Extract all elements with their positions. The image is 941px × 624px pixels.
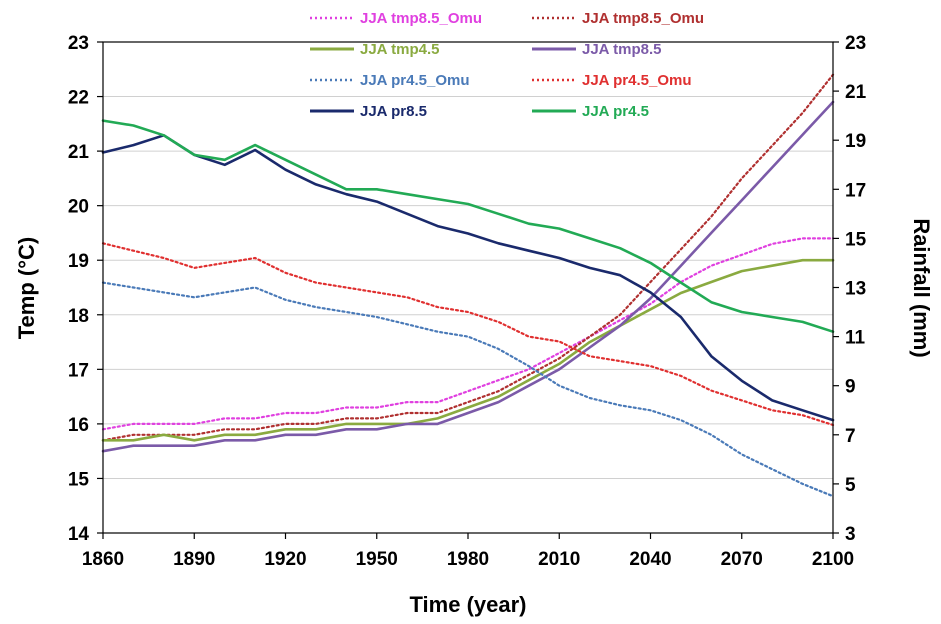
tick-labels: 1860 1890 1920 1950 1980 2010 2040 2070 21001415…	[68, 33, 867, 570]
y-left-tick-label-4: 18	[68, 306, 89, 327]
y-right-tick-label-2: 7	[845, 426, 856, 447]
legend-label-7: JJA pr4.5	[582, 103, 649, 120]
y-right-tick-label-4: 11	[845, 328, 866, 349]
legend-label-0: JJA tmp8.5_Omu	[360, 10, 482, 27]
series-line-5	[101, 242, 835, 427]
y-left-tick-label-7: 21	[68, 142, 90, 163]
x-axis-title: Time (year)	[410, 592, 527, 617]
legend-label-3: JJA tmp8.5	[582, 41, 661, 58]
series-line-1	[101, 73, 835, 442]
series-line-6	[101, 134, 835, 422]
x-tick-label-0: 1860	[82, 549, 124, 570]
series-line-4	[101, 281, 835, 498]
y-right-tick-label-3: 9	[845, 377, 856, 398]
series-line-2	[101, 258, 835, 442]
series-lines	[101, 73, 835, 498]
y-left-tick-label-8: 22	[68, 88, 89, 109]
y-left-tick-label-6: 20	[68, 197, 89, 218]
x-tick-label-2: 1920	[264, 549, 306, 570]
x-tick-label-1: 1890	[173, 549, 215, 570]
y-left-tick-label-1: 15	[68, 469, 90, 490]
x-tick-label-5: 2010	[538, 549, 580, 570]
y-axis-right-title: Rainfall (mm)	[909, 218, 934, 357]
legend-label-4: JJA pr4.5_Omu	[360, 72, 470, 89]
gridlines	[103, 41, 833, 534]
y-right-tick-label-7: 17	[845, 180, 866, 201]
y-left-tick-label-3: 17	[68, 360, 89, 381]
series-line-0	[101, 237, 835, 431]
legend-label-5: JJA pr4.5_Omu	[582, 72, 692, 89]
y-left-tick-label-2: 16	[68, 415, 89, 436]
series-line-7	[101, 119, 835, 334]
x-tick-label-4: 1980	[447, 549, 489, 570]
x-tick-label-8: 2100	[812, 549, 854, 570]
y-right-tick-label-8: 19	[845, 131, 866, 152]
axes	[102, 41, 834, 534]
legend-label-2: JJA tmp4.5	[360, 41, 439, 58]
y-right-tick-label-5: 13	[845, 279, 866, 300]
x-tick-label-3: 1950	[356, 549, 398, 570]
y-right-tick-label-0: 3	[845, 524, 856, 545]
x-tick-label-6: 2040	[629, 549, 671, 570]
plot-frame	[102, 41, 834, 534]
y-right-tick-label-6: 15	[845, 229, 867, 250]
y-right-tick-label-9: 21	[845, 82, 867, 103]
series-line-3	[101, 100, 835, 453]
y-right-tick-label-1: 5	[845, 475, 856, 496]
legend: JJA tmp8.5_Omu JJA tmp8.5_Omu JJA tmp4.5 JJ…	[310, 10, 704, 120]
y-axis-left-title: Temp (°C)	[14, 237, 39, 340]
y-left-tick-label-5: 19	[68, 251, 89, 272]
y-left-tick-label-9: 23	[68, 33, 89, 54]
x-tick-label-7: 2070	[721, 549, 763, 570]
y-right-tick-label-10: 23	[845, 33, 866, 54]
legend-label-6: JJA pr8.5	[360, 103, 427, 120]
legend-label-1: JJA tmp8.5_Omu	[582, 10, 704, 27]
y-left-tick-label-0: 14	[68, 524, 90, 545]
